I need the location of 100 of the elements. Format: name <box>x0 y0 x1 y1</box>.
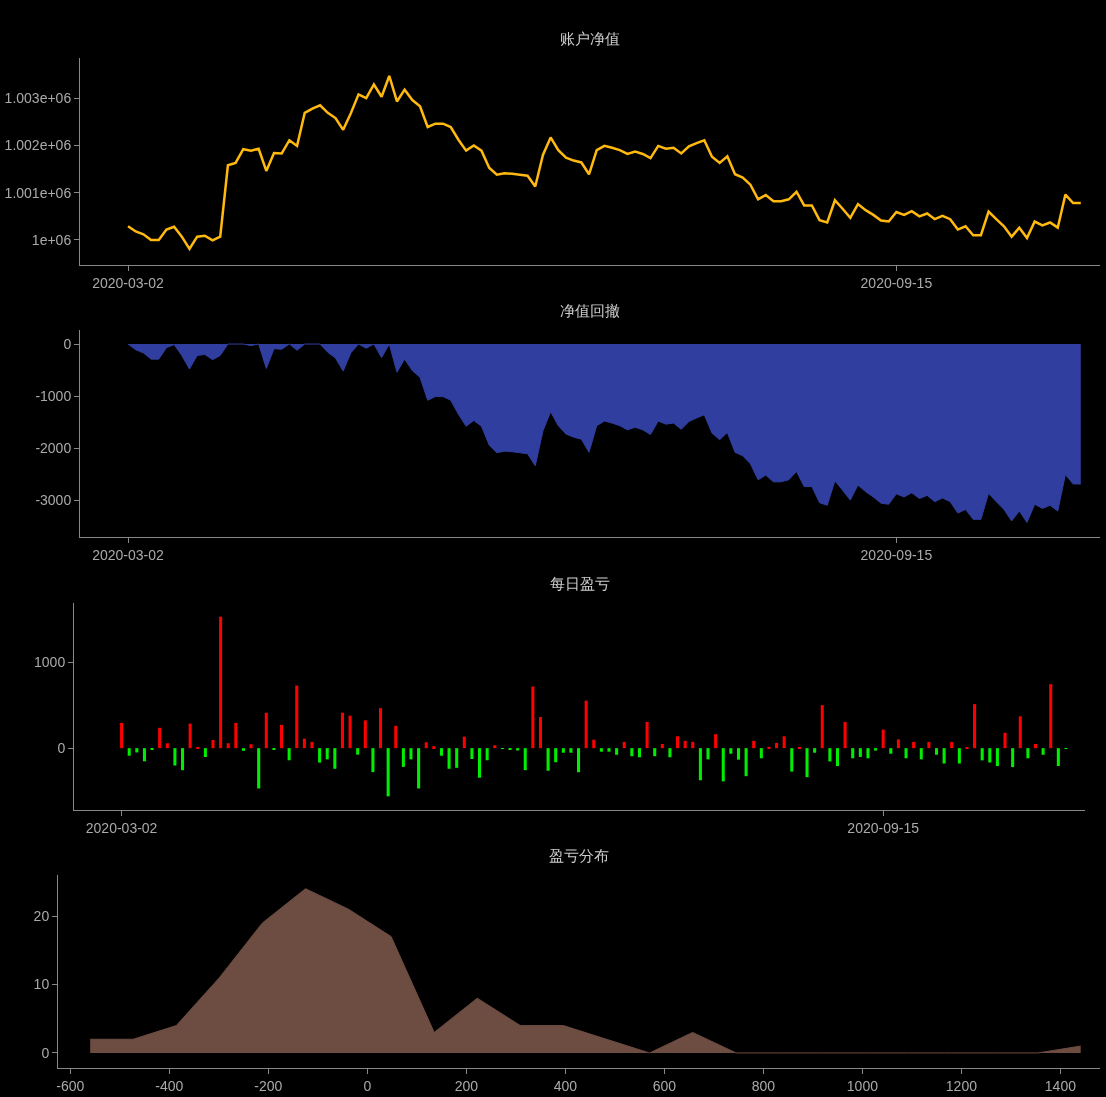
bar <box>874 748 878 751</box>
bar <box>462 736 466 749</box>
bar <box>333 748 337 769</box>
x-tick-label: 2020-03-02 <box>92 546 165 563</box>
bar <box>896 739 900 749</box>
bar <box>599 748 603 752</box>
bar <box>820 705 824 749</box>
y-tick-label: 0 <box>57 740 66 757</box>
bar <box>653 748 657 757</box>
bar <box>432 746 436 749</box>
chart-title: 每日盈亏 <box>550 575 610 592</box>
bar <box>493 745 497 749</box>
bar <box>691 741 695 749</box>
bar <box>858 748 862 757</box>
line-series <box>126 74 1083 251</box>
x-tick-label: 0 <box>363 1077 372 1094</box>
bar <box>805 748 809 778</box>
bar <box>577 748 581 773</box>
bar <box>645 721 649 749</box>
bar <box>561 748 565 753</box>
bar <box>835 748 840 767</box>
bar <box>615 748 619 755</box>
chart-title: 盈亏分布 <box>549 847 609 864</box>
bar <box>759 748 763 759</box>
y-tick-label: 1.003e+06 <box>4 90 72 107</box>
y-tick-label: 1.002e+06 <box>4 137 72 154</box>
bar <box>234 722 238 749</box>
x-tick-label: 400 <box>553 1077 578 1094</box>
bar <box>538 716 542 749</box>
x-tick-label: -400 <box>155 1077 184 1094</box>
bar <box>744 748 748 777</box>
bar <box>325 748 329 760</box>
bar <box>401 748 405 767</box>
bar <box>934 748 939 755</box>
y-tick-label: -3000 <box>35 491 72 508</box>
x-tick-label: 600 <box>652 1077 677 1094</box>
bar <box>485 748 489 761</box>
bar <box>226 743 230 749</box>
bar <box>782 736 786 749</box>
chart-title: 账户净值 <box>560 30 620 47</box>
bar <box>135 748 139 753</box>
bar <box>142 748 146 762</box>
bar <box>904 748 908 759</box>
bar <box>211 740 215 749</box>
bar <box>470 748 474 759</box>
bar <box>1049 684 1053 749</box>
bar <box>120 722 124 749</box>
bar <box>973 704 977 749</box>
x-tick-label: 1400 <box>1044 1077 1077 1094</box>
bar <box>866 748 870 759</box>
bar <box>424 742 428 749</box>
y-tick-label: 0 <box>41 1044 50 1061</box>
bar <box>1026 748 1030 759</box>
bar <box>995 748 999 767</box>
bar <box>683 740 687 749</box>
x-tick-label: 2020-03-02 <box>92 274 165 291</box>
x-tick-label: 1000 <box>846 1077 879 1094</box>
bar <box>790 748 794 772</box>
x-tick-label: -600 <box>56 1077 85 1094</box>
bar <box>295 685 299 749</box>
bar <box>676 736 680 749</box>
bar <box>188 723 192 749</box>
bar <box>752 740 756 749</box>
bar <box>165 743 169 749</box>
bar <box>302 738 306 749</box>
bar <box>554 748 558 763</box>
bar <box>622 741 626 749</box>
bar <box>531 686 535 749</box>
bar <box>714 734 718 749</box>
y-tick-label: 0 <box>63 335 72 352</box>
bar <box>1018 716 1022 749</box>
bar <box>158 727 162 749</box>
bar <box>919 748 923 760</box>
bar <box>409 748 413 760</box>
bar <box>348 715 352 749</box>
x-tick-label: 800 <box>751 1077 776 1094</box>
x-tick-label: -200 <box>254 1077 283 1094</box>
bar <box>363 720 367 749</box>
bar <box>1011 748 1015 768</box>
bar <box>957 748 961 764</box>
y-tick-label: 1000 <box>34 654 66 671</box>
bar <box>394 725 398 749</box>
x-tick-label: 2020-09-15 <box>860 546 933 563</box>
x-tick-label: 2020-09-15 <box>847 819 920 836</box>
chart-title: 净值回撤 <box>560 302 620 319</box>
y-tick-label: 1.001e+06 <box>4 184 72 201</box>
bar <box>219 616 223 749</box>
y-tick-label: -1000 <box>35 387 72 404</box>
bar <box>668 748 672 758</box>
bar <box>706 748 710 760</box>
bar <box>371 748 375 773</box>
bar <box>828 748 832 762</box>
bar <box>881 729 885 749</box>
x-tick-label: 1200 <box>945 1077 978 1094</box>
bar <box>889 748 893 754</box>
bar <box>447 748 451 769</box>
bar <box>607 748 611 752</box>
bar <box>356 748 360 755</box>
bar <box>942 748 946 764</box>
bar <box>340 712 344 749</box>
